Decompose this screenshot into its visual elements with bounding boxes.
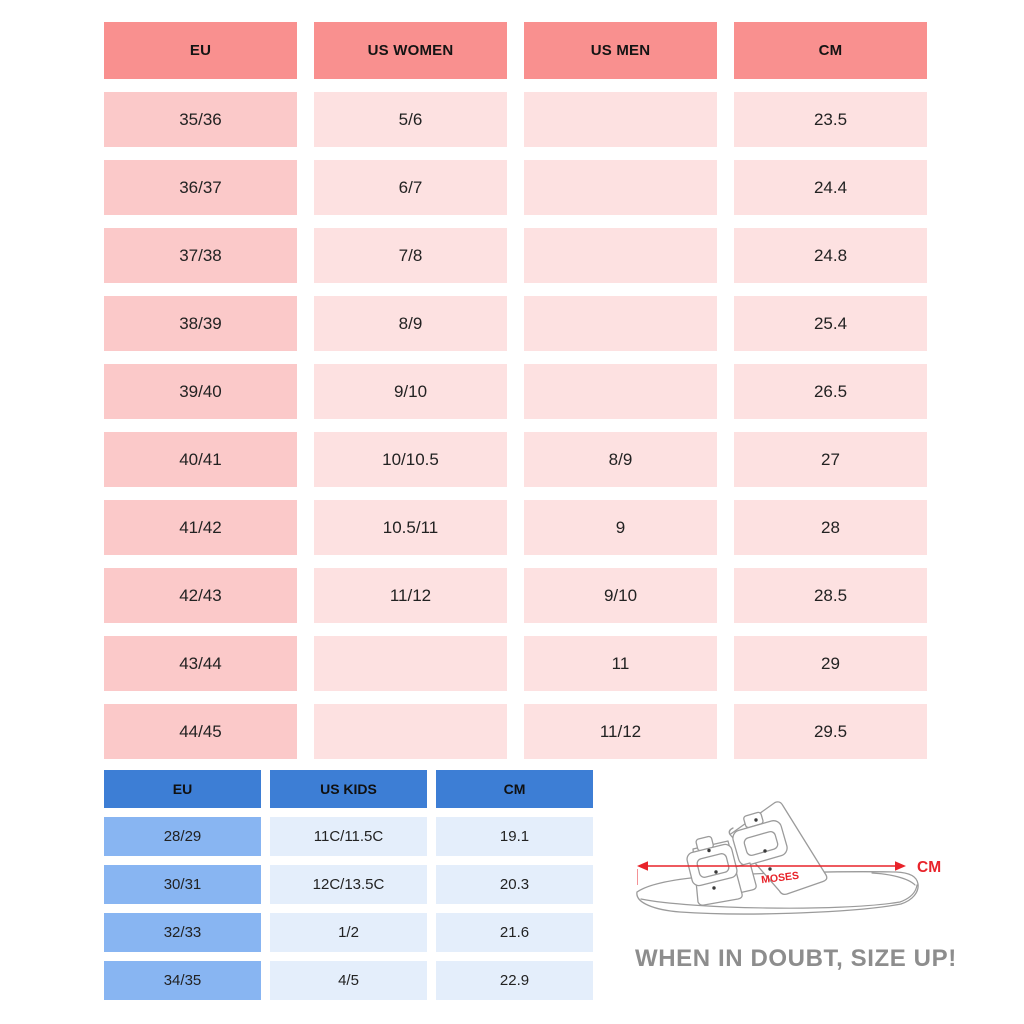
adult-us-men-cell [524, 228, 717, 283]
adult-cm-cell: 24.4 [734, 160, 927, 215]
sandal-back-buckle [732, 811, 788, 871]
adult-row: 35/36 5/6 23.5 [104, 92, 927, 147]
adult-row: 42/43 11/12 9/10 28.5 [104, 568, 927, 623]
adult-eu-cell: 44/45 [104, 704, 297, 759]
adult-cm-cell: 28 [734, 500, 927, 555]
sandal-sole-seam [640, 884, 918, 909]
adult-eu-cell: 36/37 [104, 160, 297, 215]
adult-cm-cell: 28.5 [734, 568, 927, 623]
adult-us-women-cell: 8/9 [314, 296, 507, 351]
adult-row: 37/38 7/8 24.8 [104, 228, 927, 283]
cm-label: CM [917, 859, 941, 876]
adult-us-men-cell: 8/9 [524, 432, 717, 487]
kids-header-cm: CM [436, 770, 593, 808]
adult-header-us-men: US MEN [524, 22, 717, 79]
adult-header-eu: EU [104, 22, 297, 79]
kids-eu-cell: 28/29 [104, 817, 261, 856]
adult-us-women-cell: 10/10.5 [314, 432, 507, 487]
kids-row: 28/29 11C/11.5C 19.1 [104, 817, 593, 856]
adult-us-men-cell [524, 296, 717, 351]
adult-us-men-cell: 9/10 [524, 568, 717, 623]
adult-row: 44/45 11/12 29.5 [104, 704, 927, 759]
adult-eu-cell: 43/44 [104, 636, 297, 691]
kids-us-kids-cell: 12C/13.5C [270, 865, 427, 904]
adult-eu-cell: 42/43 [104, 568, 297, 623]
adult-header-cm: CM [734, 22, 927, 79]
cm-arrow [637, 861, 906, 885]
adult-header-row: EU US WOMEN US MEN CM [104, 22, 927, 79]
adult-row: 36/37 6/7 24.4 [104, 160, 927, 215]
sandal-measure-figure: MOSES CM [620, 795, 980, 950]
adult-us-men-cell [524, 364, 717, 419]
adult-row: 40/41 10/10.5 8/9 27 [104, 432, 927, 487]
kids-header-eu: EU [104, 770, 261, 808]
adult-eu-cell: 35/36 [104, 92, 297, 147]
adult-cm-cell: 25.4 [734, 296, 927, 351]
adult-cm-cell: 23.5 [734, 92, 927, 147]
adult-us-women-cell [314, 636, 507, 691]
adult-header-us-women: US WOMEN [314, 22, 507, 79]
adult-us-women-cell: 11/12 [314, 568, 507, 623]
adult-us-women-cell: 10.5/11 [314, 500, 507, 555]
adult-us-women-cell: 5/6 [314, 92, 507, 147]
adult-us-men-cell: 11 [524, 636, 717, 691]
kids-eu-cell: 30/31 [104, 865, 261, 904]
adult-row: 41/42 10.5/11 9 28 [104, 500, 927, 555]
adult-us-men-cell: 11/12 [524, 704, 717, 759]
adult-eu-cell: 40/41 [104, 432, 297, 487]
sandal-illustration: MOSES CM [636, 801, 941, 915]
size-note: WHEN IN DOUBT, SIZE UP! [635, 945, 957, 972]
adult-size-chart: EU US WOMEN US MEN CM 35/36 5/6 23.5 36/… [104, 22, 927, 772]
kids-row: 30/31 12C/13.5C 20.3 [104, 865, 593, 904]
adult-cm-cell: 27 [734, 432, 927, 487]
kids-cm-cell: 20.3 [436, 865, 593, 904]
adult-cm-cell: 26.5 [734, 364, 927, 419]
adult-cm-cell: 29 [734, 636, 927, 691]
adult-us-women-cell: 7/8 [314, 228, 507, 283]
adult-us-women-cell [314, 704, 507, 759]
adult-cm-cell: 29.5 [734, 704, 927, 759]
kids-us-kids-cell: 11C/11.5C [270, 817, 427, 856]
adult-eu-cell: 39/40 [104, 364, 297, 419]
adult-us-women-cell: 9/10 [314, 364, 507, 419]
kids-row: 34/35 4/5 22.9 [104, 961, 593, 1000]
kids-us-kids-cell: 4/5 [270, 961, 427, 1000]
kids-cm-cell: 19.1 [436, 817, 593, 856]
adult-us-men-cell: 9 [524, 500, 717, 555]
kids-size-chart: EU US KIDS CM 28/29 11C/11.5C 19.1 30/31… [104, 770, 593, 1009]
adult-eu-cell: 41/42 [104, 500, 297, 555]
kids-row: 32/33 1/2 21.6 [104, 913, 593, 952]
sandal-heel-edge [871, 872, 916, 886]
adult-eu-cell: 38/39 [104, 296, 297, 351]
adult-row: 38/39 8/9 25.4 [104, 296, 927, 351]
kids-cm-cell: 22.9 [436, 961, 593, 1000]
kids-eu-cell: 34/35 [104, 961, 261, 1000]
adult-row: 43/44 11 29 [104, 636, 927, 691]
kids-header-us-kids: US KIDS [270, 770, 427, 808]
adult-row: 39/40 9/10 26.5 [104, 364, 927, 419]
kids-us-kids-cell: 1/2 [270, 913, 427, 952]
adult-cm-cell: 24.8 [734, 228, 927, 283]
adult-us-women-cell: 6/7 [314, 160, 507, 215]
kids-cm-cell: 21.6 [436, 913, 593, 952]
adult-eu-cell: 37/38 [104, 228, 297, 283]
brand-logo: MOSES [761, 870, 800, 887]
kids-eu-cell: 32/33 [104, 913, 261, 952]
kids-header-row: EU US KIDS CM [104, 770, 593, 808]
adult-us-men-cell [524, 160, 717, 215]
adult-us-men-cell [524, 92, 717, 147]
